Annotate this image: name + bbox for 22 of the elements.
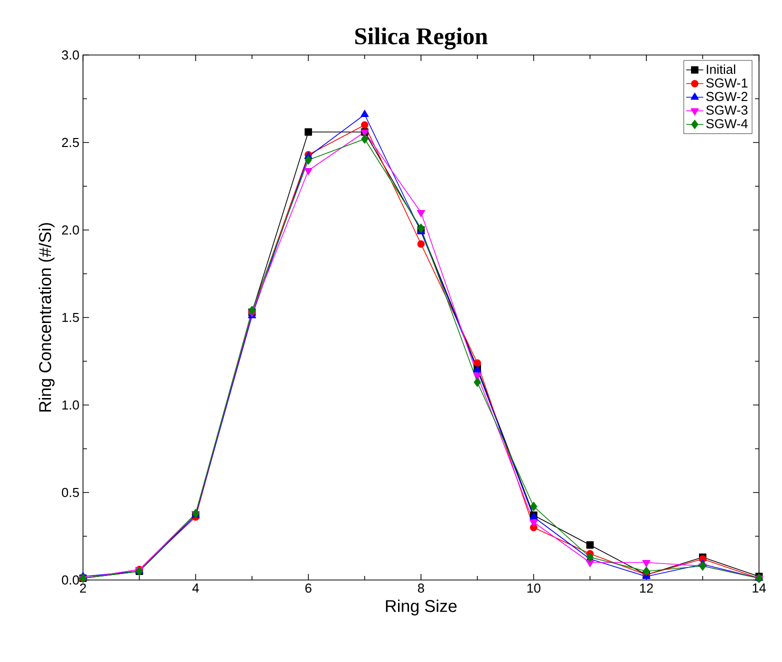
x-tick-label: 8 [418, 584, 424, 593]
x-axis-title: Ring Size [386, 600, 457, 616]
legend-label: SGW-2 [706, 92, 748, 102]
y-tick-label: 0.0 [62, 575, 79, 585]
y-tick-label: 2.5 [62, 138, 79, 148]
y-tick-label: 2.0 [62, 225, 79, 235]
x-tick-label: 4 [192, 584, 199, 592]
x-tick-label: 10 [527, 584, 540, 593]
x-tick-label: 2 [80, 584, 86, 593]
y-tick-label: 1.0 [62, 400, 79, 410]
y-tick-label: 1.5 [62, 312, 79, 322]
x-tick-label: 12 [640, 584, 653, 593]
y-axis-title: Ring Concentration (#/Si) [38, 223, 55, 412]
chart-title: Silica Region [355, 28, 488, 50]
legend-label: SGW-3 [706, 106, 748, 115]
y-tick-label: 0.5 [62, 488, 79, 498]
legend-label: Initial [706, 64, 736, 74]
y-tick-label: 3.0 [62, 50, 79, 60]
legend-label: SGW-4 [706, 119, 748, 128]
legend-label: SGW-1 [706, 78, 748, 88]
x-tick-label: 14 [752, 584, 766, 592]
x-tick-label: 6 [305, 584, 312, 593]
